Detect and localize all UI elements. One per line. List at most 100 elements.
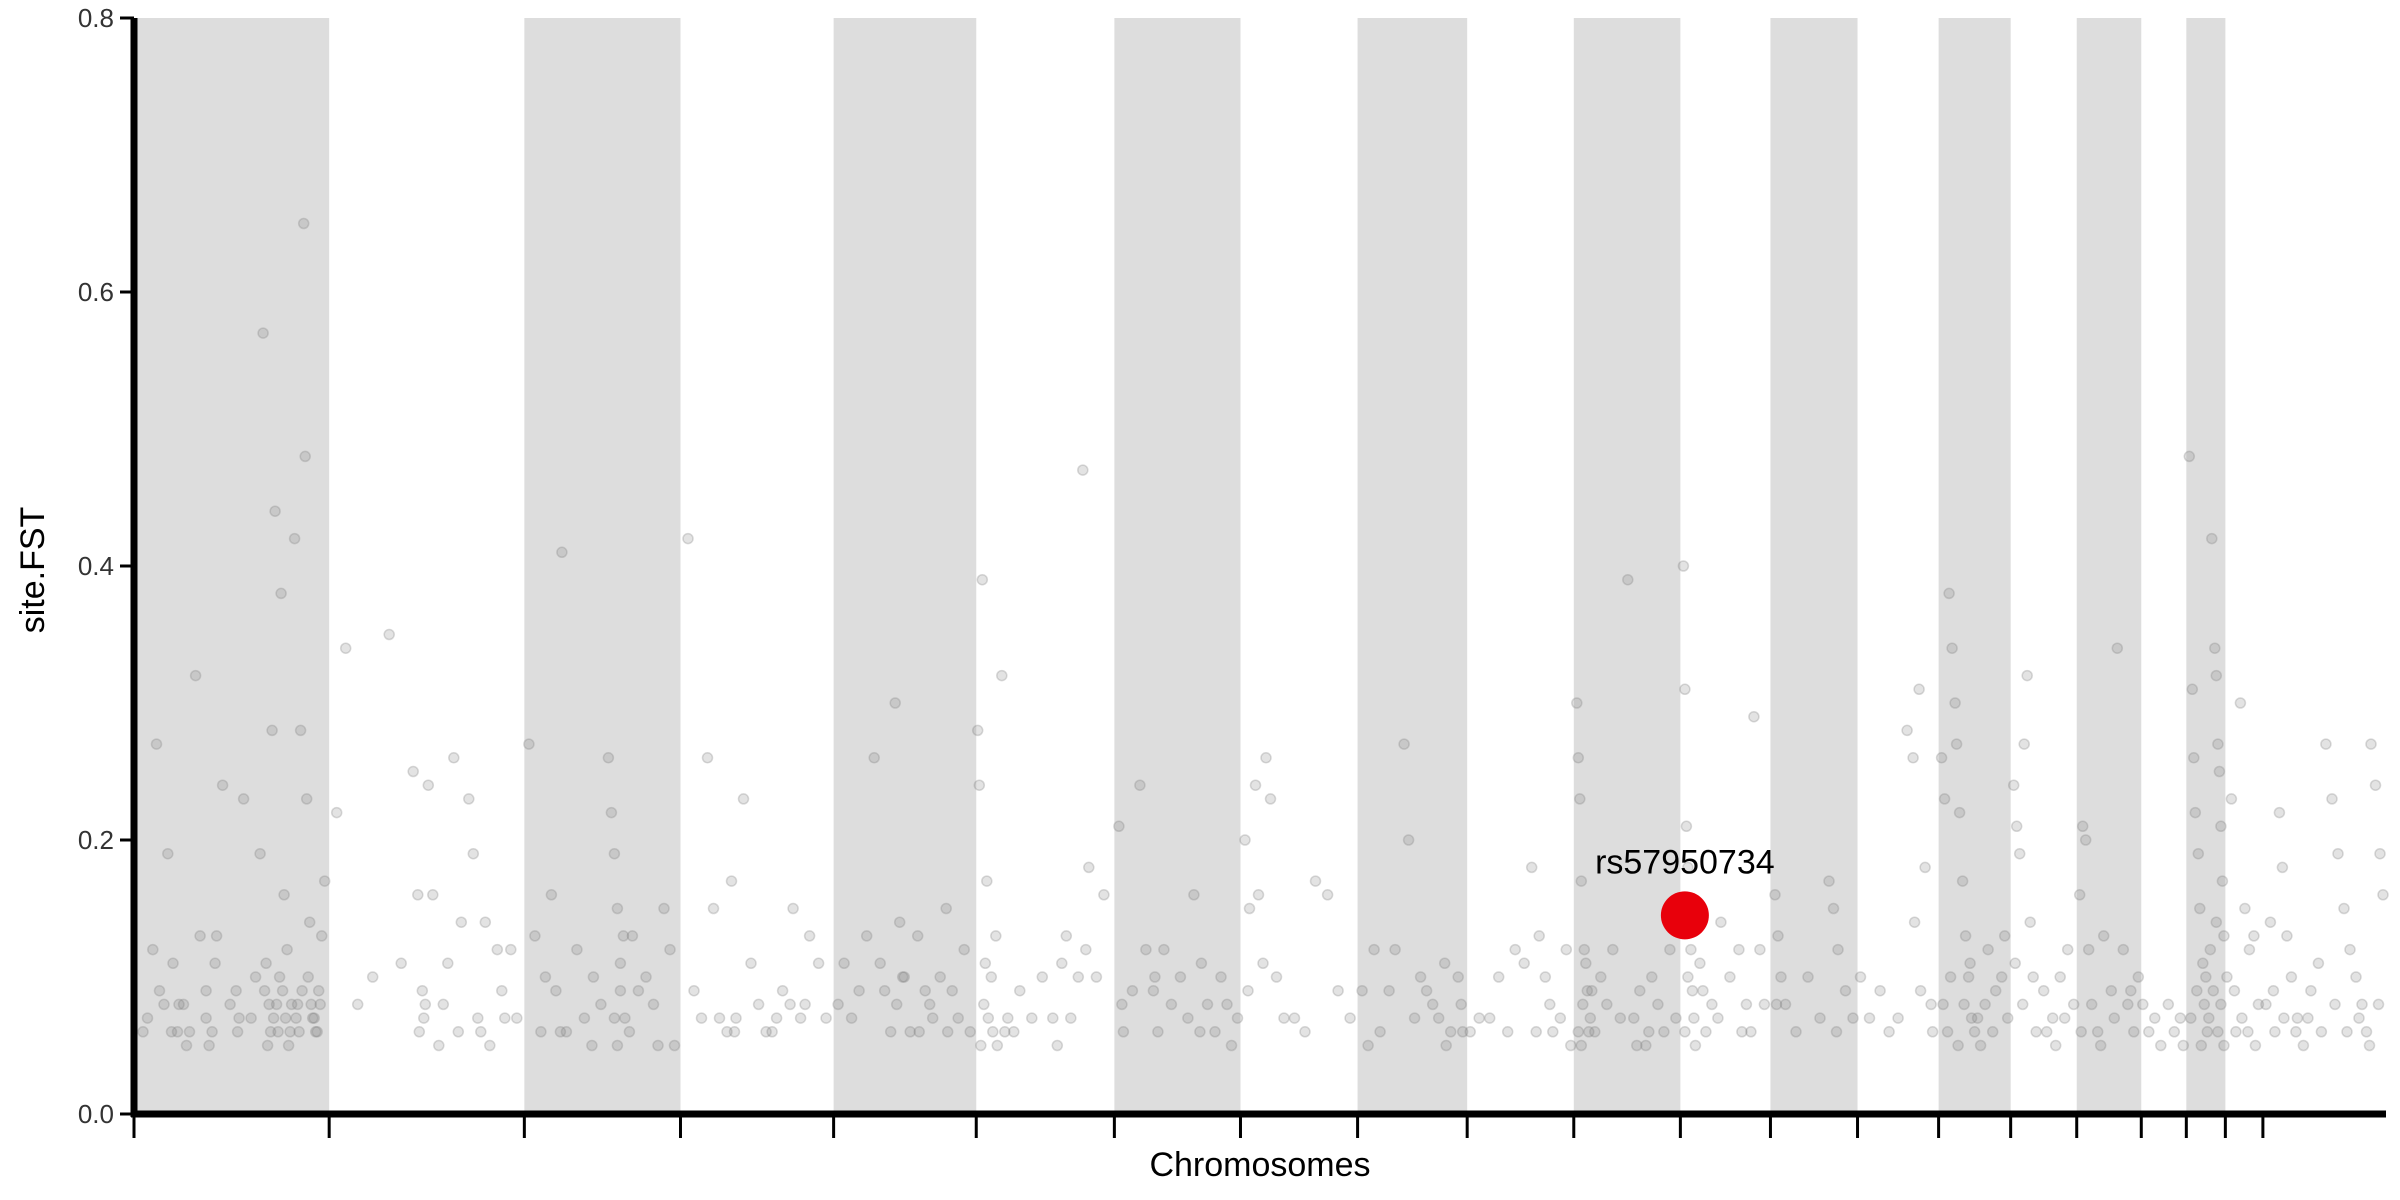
snp-point <box>2281 930 2293 942</box>
snp-point <box>209 957 221 970</box>
snp-point <box>987 1026 999 1038</box>
snp-point <box>1949 697 1961 709</box>
snp-point <box>975 1039 987 1052</box>
snp-point <box>2010 820 2023 833</box>
snp-point <box>312 984 325 997</box>
snp-point <box>419 998 432 1011</box>
snp-point <box>180 1039 193 1052</box>
snp-point <box>351 998 364 1011</box>
snp-point <box>1956 875 1969 887</box>
chromosome-bands <box>134 18 2226 1114</box>
snp-point <box>1116 998 1128 1011</box>
snp-point <box>1554 1012 1567 1024</box>
snp-point <box>1402 834 1415 846</box>
snp-point <box>1165 998 1178 1011</box>
snp-point <box>137 1026 149 1038</box>
snp-point <box>1051 1039 1064 1052</box>
snp-point <box>976 573 989 586</box>
snp-point <box>1745 1026 1757 1038</box>
snp-point <box>1965 1012 1978 1024</box>
snp-point <box>216 779 229 791</box>
snp-point <box>1194 1026 1206 1038</box>
snp-point <box>452 1026 465 1038</box>
snp-point <box>2212 738 2224 750</box>
chromosome-band-15 <box>1938 18 2011 1114</box>
snp-point <box>1802 971 1814 983</box>
snp-point <box>1754 943 1766 956</box>
snp-point <box>2236 1012 2248 1024</box>
snp-point <box>2249 1039 2262 1052</box>
snp-point <box>1483 1012 1496 1024</box>
chromosome-band-5 <box>833 18 977 1114</box>
snp-point <box>1243 902 1256 915</box>
snp-point <box>952 1012 964 1024</box>
snp-point <box>1854 971 1867 983</box>
snp-point <box>571 943 583 956</box>
snp-point <box>1344 1012 1356 1024</box>
chromosome-band-13 <box>1770 18 1858 1114</box>
snp-point <box>1652 998 1664 1011</box>
snp-point <box>496 984 508 997</box>
y-tick-label: 0.4 <box>78 551 114 581</box>
snp-point <box>619 1012 631 1024</box>
snp-point <box>2046 1012 2059 1024</box>
snp-point <box>1278 1012 1290 1024</box>
snp-point <box>1414 971 1427 983</box>
snp-points <box>137 217 2389 1052</box>
snp-point <box>535 1026 547 1038</box>
snp-point <box>189 669 202 682</box>
snp-point <box>1979 998 1991 1011</box>
snp-point <box>2186 683 2199 696</box>
snp-point <box>1679 1026 1691 1038</box>
chromosome-band-11 <box>1573 18 1681 1114</box>
snp-point <box>1631 1039 1643 1052</box>
snp-point <box>2204 943 2217 956</box>
snp-point <box>2001 1012 2014 1024</box>
snp-point <box>505 943 517 956</box>
snp-point <box>2260 998 2272 1011</box>
snp-point <box>2177 1039 2190 1052</box>
snp-point <box>2372 998 2385 1011</box>
snp-point <box>1560 943 1573 956</box>
snp-point <box>308 1012 320 1024</box>
snp-point <box>279 1012 292 1024</box>
snp-point <box>1432 1012 1445 1024</box>
snp-point <box>1420 984 1433 997</box>
snp-point <box>141 1012 154 1024</box>
snp-point <box>1779 998 1792 1011</box>
snp-point <box>162 847 174 860</box>
snp-point <box>890 998 903 1011</box>
snp-point <box>1209 1026 1221 1038</box>
snp-point <box>1839 984 1852 997</box>
snp-point <box>1748 710 1760 723</box>
snp-point <box>1607 943 1619 956</box>
snp-point <box>1664 943 1676 956</box>
snp-point <box>2027 971 2039 983</box>
snp-point <box>1733 943 1745 956</box>
snp-point <box>1790 1026 1802 1038</box>
snp-point <box>1509 943 1521 956</box>
snp-point <box>383 628 395 641</box>
snp-point <box>1680 820 1693 833</box>
snp-point <box>721 1026 733 1038</box>
snp-point <box>2305 984 2317 997</box>
snp-point <box>282 1039 295 1052</box>
snp-point <box>2091 1026 2104 1038</box>
snp-point <box>1907 752 1919 764</box>
snp-point <box>1614 1012 1627 1024</box>
chromosome-band-19 <box>2186 18 2226 1114</box>
highlighted-snp: rs57950734 <box>1595 843 1775 940</box>
snp-point <box>1539 971 1552 983</box>
snp-point <box>1452 971 1464 983</box>
snp-point <box>1583 1026 1595 1038</box>
snp-point <box>1935 752 1948 764</box>
snp-point <box>276 984 289 997</box>
snp-point <box>2329 998 2341 1011</box>
snp-point <box>2132 971 2145 983</box>
snp-point <box>1736 1026 1748 1038</box>
snp-point <box>860 930 873 942</box>
snp-point <box>554 1026 567 1038</box>
snp-point <box>1715 916 1727 928</box>
chromosome-band-1 <box>134 18 330 1114</box>
snp-point <box>1501 1026 1514 1038</box>
